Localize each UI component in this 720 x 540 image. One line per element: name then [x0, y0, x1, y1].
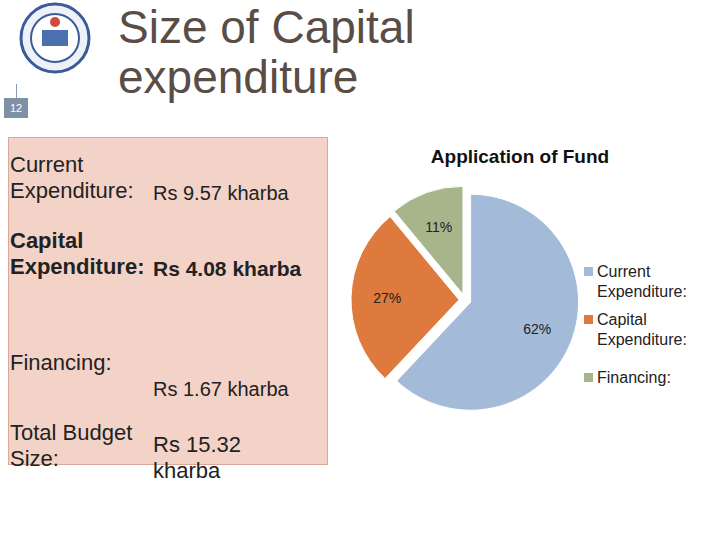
row-value: Rs 9.57 kharba — [153, 180, 328, 206]
logo-dot — [50, 17, 60, 27]
page-number: 12 — [4, 98, 28, 118]
page-number-line — [16, 84, 17, 98]
row-label: Financing: — [10, 350, 160, 376]
legend-swatch — [584, 315, 593, 324]
logo — [0, 0, 110, 80]
row-value: Rs 15.32 kharba — [153, 432, 271, 484]
row-value: Rs 4.08 kharba — [153, 256, 328, 282]
legend-swatch — [584, 267, 593, 276]
logo-inner — [31, 14, 79, 62]
data-label: 27% — [373, 290, 401, 306]
logo-ring — [21, 4, 89, 72]
row-label: Capital Expenditure: — [10, 228, 160, 280]
data-labels: 62% 27% 11% — [373, 219, 551, 337]
slide-title: Size of Capital expenditure — [118, 2, 488, 102]
data-label: 62% — [523, 321, 551, 337]
pie-slice — [394, 186, 463, 294]
row-label: Current Expenditure: — [10, 152, 160, 204]
logo-badge — [42, 30, 68, 46]
legend-swatch — [584, 373, 593, 382]
legend-label: Financing: — [597, 368, 712, 388]
legend-label: Capital Expenditure: — [597, 310, 712, 350]
data-label: 11% — [425, 219, 452, 235]
legend-label: Current Expenditure: — [597, 262, 712, 302]
row-value: Rs 1.67 kharba — [153, 376, 328, 402]
row-label: Total Budget Size: — [10, 420, 160, 472]
chart-title: Application of Fund — [400, 146, 640, 168]
